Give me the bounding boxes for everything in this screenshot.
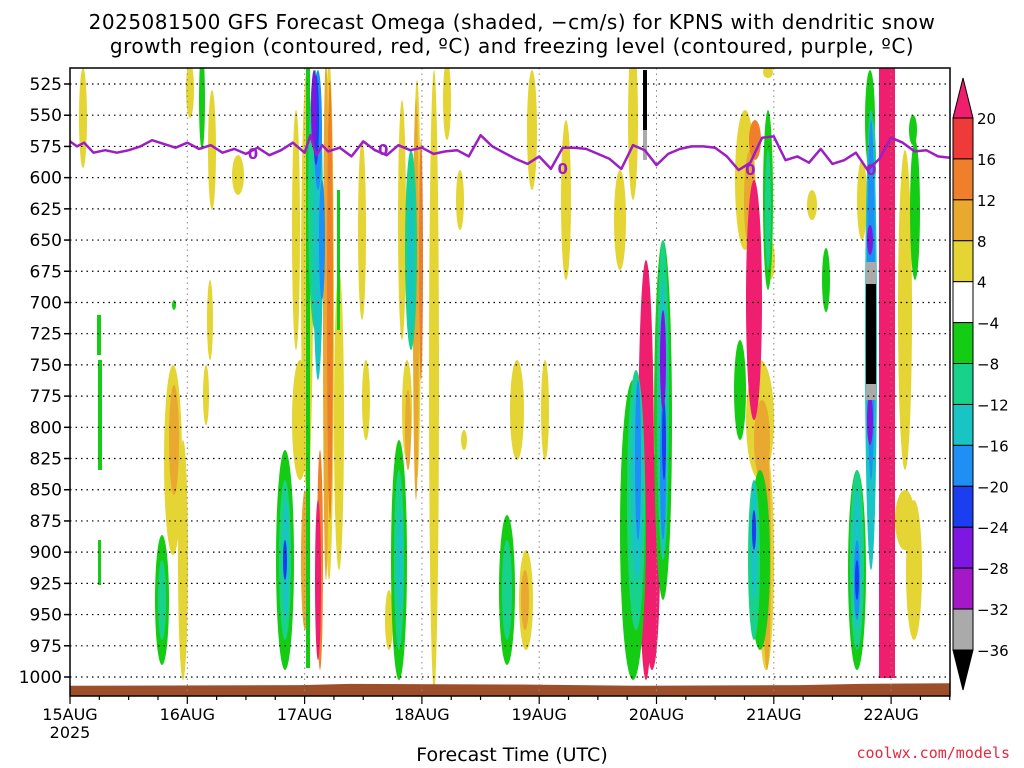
colorbar-label: 12 [977, 192, 996, 210]
y-tick-label: 800 [30, 418, 62, 438]
freezing-level-contour-label: 0 [557, 160, 567, 178]
freezing-level-contour: 0 0 0 0 0 [69, 133, 950, 179]
colorbar-label: 16 [977, 151, 996, 169]
ground-fill [70, 683, 950, 696]
colorbar-box [952, 444, 974, 487]
y-tick-label: 625 [30, 200, 62, 220]
x-axis-label: Forecast Time (UTC) [416, 744, 608, 766]
chart-title-line1: 2025081500 GFS Forecast Omega (shaded, −… [88, 10, 936, 34]
x-tick-label: 17AUG [277, 705, 332, 724]
colorbar-box [952, 485, 974, 528]
y-tick-label: 675 [30, 262, 62, 282]
colorbar-label: 4 [977, 274, 987, 292]
shade-cyan [283, 80, 877, 630]
x-year-label: 2025 [50, 723, 91, 742]
colorbar-label: −20 [977, 478, 1009, 496]
colorbar-box [952, 322, 974, 365]
colorbar-box [952, 363, 974, 405]
y-tick-label: 725 [30, 325, 62, 345]
ground-surface [70, 683, 950, 696]
y-tick-label: 900 [30, 543, 62, 563]
y-tick-label: 850 [30, 481, 62, 501]
colorbar-label: −4 [977, 315, 999, 333]
colorbar-box [952, 199, 974, 242]
colorbar-box [952, 117, 974, 160]
colorbar-box [952, 240, 974, 283]
y-tick-label: 775 [30, 387, 62, 407]
colorbar-label: −12 [977, 396, 1009, 414]
shade-purple [311, 70, 873, 445]
colorbar-label: −32 [977, 601, 1009, 619]
colorbar-box [952, 281, 974, 324]
y-tick-label: 525 [30, 75, 62, 95]
colorbar-top-triangle [952, 77, 974, 119]
colorbar: 20 16 12 8 4 −4 −8 −12 −16 −20 −24 −28 −32 −36 [952, 77, 1009, 691]
plot-axes: 525 550 575 600 625 650 675 700 725 750 775 800 825 8… [19, 67, 951, 742]
colorbar-label: −24 [977, 519, 1009, 537]
credit-text: coolwx.com/models [856, 744, 1010, 762]
x-tick-label: 15AUG [42, 705, 97, 724]
freezing-level-contour-label: 0 [248, 145, 258, 163]
y-tick-label: 575 [30, 137, 62, 157]
freezing-level-contour-label: 0 [745, 161, 755, 179]
colorbar-label: −28 [977, 560, 1009, 578]
chart-title-line2: growth region (contoured, red, ºC) and f… [109, 34, 915, 58]
colorbar-label: 8 [977, 233, 987, 251]
y-tick-label: 825 [30, 450, 62, 470]
colorbar-box [952, 158, 974, 201]
colorbar-box [952, 608, 974, 651]
x-tick-label: 21AUG [746, 705, 801, 724]
y-tick-label: 700 [30, 293, 62, 313]
y-tick-label: 975 [30, 637, 62, 657]
y-tick-label: 1000 [19, 668, 62, 688]
x-tick-label: 22AUG [863, 705, 918, 724]
colorbar-label: −16 [977, 437, 1009, 455]
shade-extreme [643, 70, 876, 400]
x-tick-label: 19AUG [511, 705, 566, 724]
colorbar-box [952, 403, 974, 446]
y-tick-label: 550 [30, 106, 62, 126]
freezing-level-contour-label: 0 [378, 141, 388, 159]
colorbar-box [952, 526, 974, 569]
x-tick-label: 16AUG [160, 705, 215, 724]
y-tick-label: 600 [30, 169, 62, 189]
x-tick-label: 18AUG [394, 705, 449, 724]
freezing-level-contour-label: 0 [866, 161, 876, 179]
freezing-level-line [69, 133, 950, 172]
y-tick-label: 950 [30, 606, 62, 626]
x-tick-label: 20AUG [629, 705, 684, 724]
omega-shading [79, 68, 922, 690]
shade-pink [315, 68, 895, 680]
y-tick-label: 650 [30, 231, 62, 251]
colorbar-label: 20 [977, 110, 996, 128]
y-tick-label: 875 [30, 512, 62, 532]
plot-grid [70, 68, 950, 696]
colorbar-label: −36 [977, 642, 1009, 660]
colorbar-box [952, 567, 974, 610]
colorbar-bottom-triangle [952, 649, 974, 691]
y-tick-label: 750 [30, 356, 62, 376]
y-tick-label: 925 [30, 574, 62, 594]
colorbar-label: −8 [977, 356, 999, 374]
omega-heatmap-chart: 0 0 0 0 0 525 550 575 600 625 650 675 700 725 750 775 8… [19, 67, 1009, 742]
